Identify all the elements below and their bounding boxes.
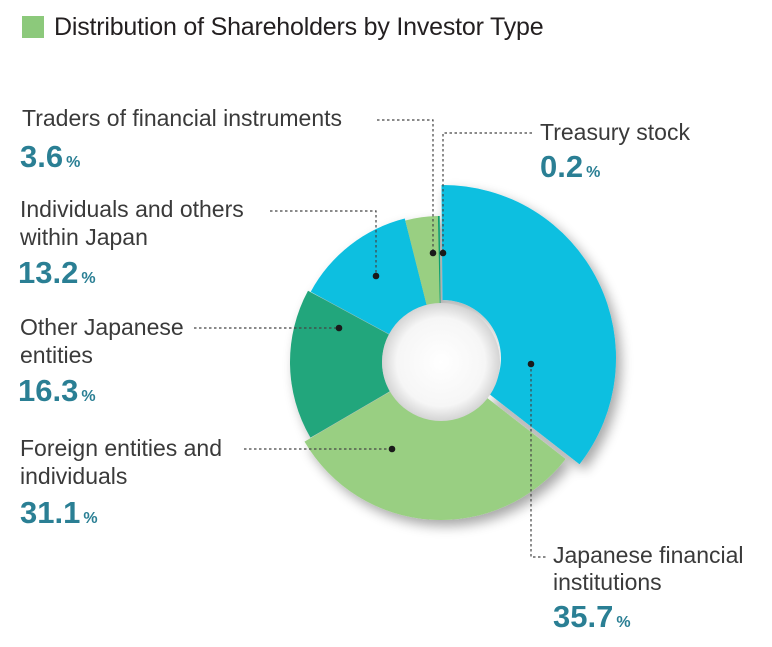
value-unit: % bbox=[586, 164, 600, 181]
slice-traders bbox=[405, 216, 440, 306]
chart-title: Distribution of Shareholders by Investor… bbox=[54, 12, 544, 41]
slice-label-japanese-financial: institutions bbox=[553, 569, 662, 595]
slice-japanese-financial bbox=[441, 185, 616, 465]
slice-label-japanese-financial: Japanese financial bbox=[553, 542, 744, 568]
leader-dot bbox=[335, 324, 343, 332]
value-unit: % bbox=[66, 154, 80, 171]
slice-value-traders: 3.6% bbox=[20, 139, 80, 174]
value-number: 16.3 bbox=[18, 373, 78, 408]
value-unit: % bbox=[81, 270, 95, 287]
value-number: 0.2 bbox=[540, 149, 583, 184]
leader-line bbox=[377, 119, 434, 253]
label-group-traders: Traders of financial instruments 3.6% bbox=[20, 105, 437, 257]
slice-value-japanese-financial: 35.7% bbox=[553, 599, 631, 634]
slice-label-foreign-entities: Foreign entities and bbox=[20, 435, 222, 461]
donut-slices bbox=[290, 185, 616, 520]
slice-label-other-japanese: Other Japanese bbox=[20, 314, 184, 340]
chart-title-block: Distribution of Shareholders by Investor… bbox=[22, 10, 544, 44]
slice-value-foreign-entities: 31.1% bbox=[20, 495, 98, 530]
slice-label-individuals: Individuals and others bbox=[20, 196, 244, 222]
slice-label-foreign-entities: individuals bbox=[20, 463, 127, 489]
slice-label-traders: Traders of financial instruments bbox=[22, 105, 342, 131]
slice-label-other-japanese: entities bbox=[20, 342, 93, 368]
leader-dot bbox=[439, 249, 447, 257]
label-group-treasury: Treasury stock 0.2% bbox=[439, 119, 690, 257]
slice-value-treasury: 0.2% bbox=[540, 149, 600, 184]
value-unit: % bbox=[83, 510, 97, 527]
leader-dot bbox=[527, 360, 535, 368]
slice-treasury bbox=[437, 216, 441, 305]
slice-individuals bbox=[310, 218, 427, 335]
value-number: 3.6 bbox=[20, 139, 63, 174]
title-legend-square bbox=[22, 16, 44, 38]
slice-value-other-japanese: 16.3% bbox=[18, 373, 96, 408]
value-number: 31.1 bbox=[20, 495, 80, 530]
slice-label-treasury: Treasury stock bbox=[540, 119, 690, 145]
leader-dot bbox=[388, 445, 396, 453]
value-number: 13.2 bbox=[18, 255, 78, 290]
slice-value-individuals: 13.2% bbox=[18, 255, 96, 290]
leader-line bbox=[270, 210, 377, 276]
slice-foreign-entities bbox=[304, 391, 566, 520]
leader-dot bbox=[372, 272, 380, 280]
value-unit: % bbox=[81, 388, 95, 405]
value-number: 35.7 bbox=[553, 599, 613, 634]
donut-hole bbox=[382, 303, 500, 421]
slice-label-individuals: within Japan bbox=[19, 224, 148, 250]
leader-dot bbox=[429, 249, 437, 257]
value-unit: % bbox=[616, 614, 630, 631]
